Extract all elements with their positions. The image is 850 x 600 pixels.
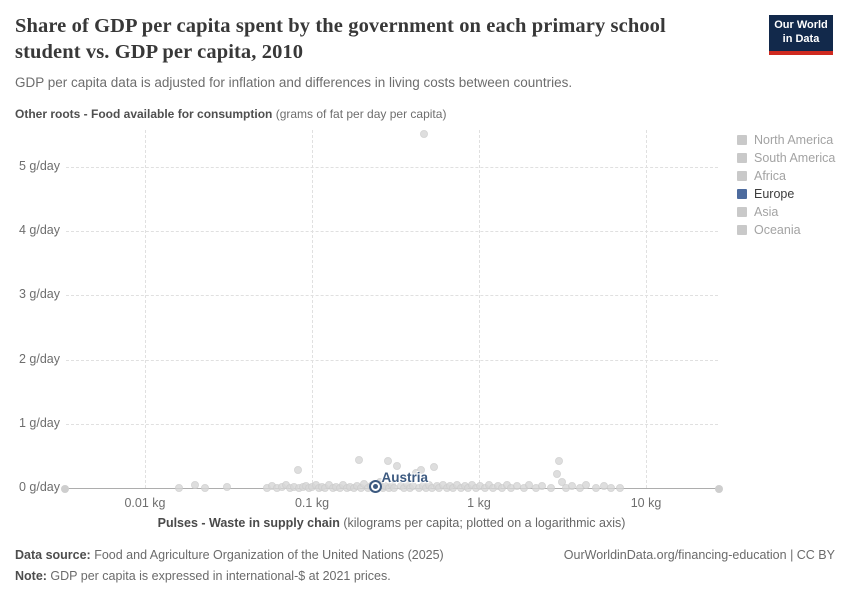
x-tick-label: 1 kg [467,496,491,510]
data-point[interactable] [591,484,600,492]
data-source-label: Data source: [15,548,91,562]
gridline-y-5 [66,167,718,168]
data-point[interactable] [417,466,426,475]
data-point[interactable] [538,482,547,491]
data-point[interactable] [393,462,402,471]
data-point[interactable] [175,484,184,492]
gridline-y-2 [66,359,718,361]
data-point[interactable] [607,484,616,492]
legend-item-africa[interactable]: Africa [737,168,835,183]
gridline-x-0.01 [145,130,146,488]
gridline-y-4 [66,231,718,233]
data-source-text: Food and Agriculture Organization of the… [90,548,444,562]
data-point[interactable] [191,481,200,490]
legend-swatch [737,134,747,145]
y-tick-label: 5 g/day [18,159,60,173]
y-axis-title: Other roots - Food available for consump… [15,107,446,121]
x-axis-title-units: (kilograms per capita; plotted on a loga… [339,516,626,530]
legend-label: Africa [754,168,786,183]
legend-swatch [737,188,747,199]
data-point[interactable] [354,456,363,465]
legend-swatch [737,170,747,181]
data-point[interactable] [430,462,439,471]
footer-note-text: GDP per capita is expressed in internati… [46,569,391,583]
legend-label: Oceania [754,222,801,237]
gridline-x-1 [479,130,480,488]
gridline-y-3 [66,295,718,297]
legend-item-asia[interactable]: Asia [737,204,835,219]
owid-logo-line2: in Data [782,32,820,45]
legend-label: South America [754,150,836,165]
gridline-x-0.1 [312,130,313,488]
y-axis-title-bold: Other roots - Food available for consump… [15,107,273,121]
x-tick-label: 0.01 kg [124,496,166,510]
data-source: Data source: Food and Agriculture Organi… [15,548,444,562]
highlighted-point-dot [372,484,378,490]
data-point[interactable] [201,484,210,492]
legend-item-europe[interactable]: Europe [737,186,835,201]
x-axis-title: Pulses - Waste in supply chain (kilogram… [65,516,718,530]
data-point[interactable] [554,457,563,466]
owid-logo[interactable]: Our World in Data [769,15,833,55]
legend-label: Asia [754,204,779,219]
owid-logo-line1: Our World [774,19,828,31]
data-point[interactable] [567,482,576,491]
y-tick-label: 1 g/day [18,415,60,430]
y-tick-label: 0 g/day [18,480,60,494]
legend-label: North America [754,132,834,147]
legend-swatch [737,224,747,235]
x-tick-label: 10 kg [630,496,662,510]
footer-link[interactable]: OurWorldinData.org/financing-education |… [563,548,835,562]
legend-item-oceania[interactable]: Oceania [737,222,835,237]
highlight-label-austria[interactable]: Austria [381,469,428,485]
data-point[interactable] [223,482,232,491]
data-point[interactable] [383,457,392,466]
y-tick-label: 2 g/day [18,351,60,366]
data-point[interactable] [420,130,429,139]
data-point[interactable] [553,469,562,478]
legend-swatch [737,152,747,163]
chart-subtitle: GDP per capita data is adjusted for infl… [15,75,573,90]
gridline-x-10 [646,130,647,488]
legend-item-north-america[interactable]: North America [737,132,835,147]
highlighted-point-austria[interactable] [368,480,382,494]
data-point[interactable] [616,484,625,492]
plot-area: 0 g/day 1 g/day 2 g/day 3 g/day 4 g/day 5 g/d… [18,130,723,510]
footer-note-label: Note: [15,569,47,583]
legend-item-south-america[interactable]: South America [737,150,836,165]
x-axis-title-bold: Pulses - Waste in supply chain [157,516,340,530]
data-point[interactable] [547,484,556,492]
y-tick-label: 4 g/day [18,223,60,238]
gridline-y-1 [66,423,718,425]
data-point[interactable] [582,480,591,489]
y-axis-title-units: (grams of fat per day per capita) [272,107,447,121]
data-point[interactable] [293,466,302,475]
footer-note: Note: GDP per capita is expressed in int… [15,569,391,583]
y-tick-label: 3 g/day [18,287,60,302]
legend-label: Europe [754,186,795,201]
chart-title: Share of GDP per capita spent by the gov… [15,15,666,64]
legend-swatch [737,206,747,217]
x-tick-label: 0.1 kg [294,496,330,510]
legend: North America South America Africa Europe As… [737,133,835,241]
